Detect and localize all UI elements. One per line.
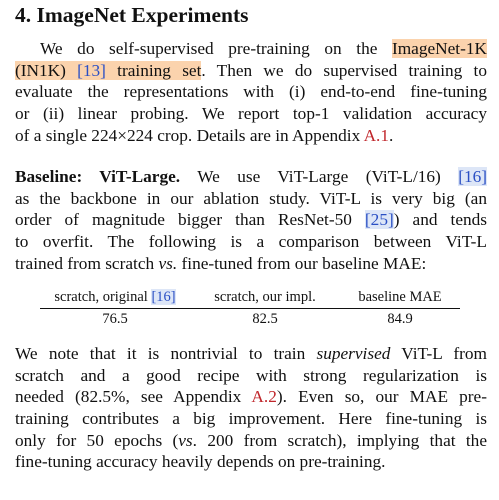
table-cell: 84.9 (387, 311, 413, 328)
paragraph-baseline: Baseline: ViT-Large. We use ViT-Large (V… (15, 166, 488, 274)
table-header-cell: scratch, original [16] (54, 289, 176, 305)
highlight-imagenet: ImageNet-1K (391, 39, 487, 58)
para2-line1: Baseline: ViT-Large. We use ViT-Large (V… (15, 167, 488, 186)
citation-16-link[interactable]: [16] (458, 167, 488, 186)
table-header-cell: baseline MAE (358, 289, 442, 305)
appendix-a2-link[interactable]: A.2 (251, 387, 277, 407)
paragraph-note: We note that it is nontrivial to train s… (15, 343, 487, 473)
para2-line3: order of magnitude bigger than ResNet-50… (15, 210, 488, 230)
table-rule-mid (40, 308, 460, 310)
baseline-lead: Baseline: ViT-Large. (15, 167, 181, 186)
para2-line5: trained from scratch vs. fine-tuned from… (15, 253, 427, 273)
highlight-training-set: training set (105, 60, 202, 80)
para1-line4: or (ii) linear probing. We report top-1 … (15, 104, 487, 124)
citation-25-link[interactable]: [25] (364, 210, 394, 230)
citation-16-table-link[interactable]: [16] (151, 289, 176, 305)
para3-line5: only for 50 epochs (vs. 200 from scratch… (15, 430, 487, 450)
table-cell: 76.5 (102, 311, 128, 328)
table-row: 76.5 82.5 84.9 (40, 311, 460, 328)
para2-line4: to overfit. The following is a compariso… (15, 232, 487, 252)
para3-line6: fine-tuning accuracy heavily depends on … (15, 452, 386, 472)
highlight-in1k: (IN1K) (15, 60, 78, 80)
paragraph-intro: We do self-supervised pre-training on th… (15, 38, 487, 146)
para1-line1: We do self-supervised pre-training on th… (40, 39, 487, 58)
appendix-a1-link[interactable]: A.1 (363, 125, 390, 145)
para1-line2: (IN1K) [13] training set. Then we do sup… (15, 60, 487, 80)
table-cell: 82.5 (252, 311, 278, 328)
para3-line2: scratch and a good recipe with strong re… (15, 365, 487, 385)
section-heading: 4. ImageNet Experiments (15, 3, 249, 27)
citation-13-link[interactable]: [13] (77, 60, 106, 80)
para3-line4: training contributes a big improvement. … (15, 409, 487, 429)
para3-line3: needed (82.5%, see Appendix A.2). Even s… (15, 387, 487, 407)
table-header-row: scratch, original [16] scratch, our impl… (40, 289, 460, 306)
table-header-cell: scratch, our impl. (214, 289, 316, 305)
para1-line3: evaluate the representations with (i) en… (15, 82, 487, 102)
para1-line5: of a single 224×224 crop. Details are in… (15, 125, 394, 145)
para2-line2: as the backbone in our ablation study. V… (15, 188, 487, 208)
para3-line1: We note that it is nontrivial to train s… (15, 344, 487, 363)
comparison-table: scratch, original [16] scratch, our impl… (40, 289, 460, 328)
